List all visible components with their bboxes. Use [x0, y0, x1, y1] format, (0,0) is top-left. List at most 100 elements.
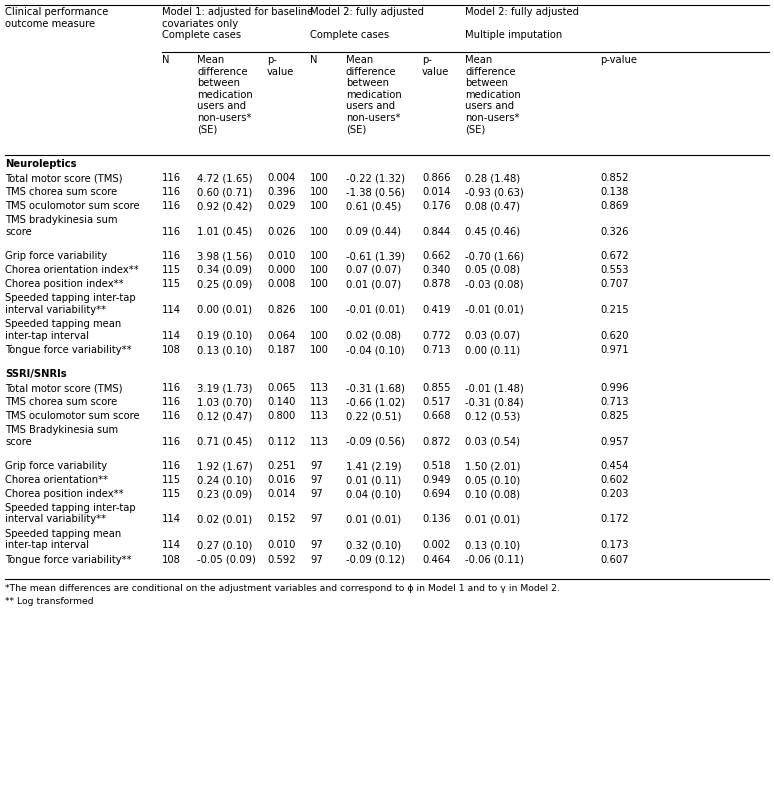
Text: Speeded tapping mean: Speeded tapping mean	[5, 529, 122, 539]
Text: non-users*: non-users*	[197, 113, 252, 122]
Text: 114: 114	[162, 331, 181, 341]
Text: interval variability**: interval variability**	[5, 514, 106, 525]
Text: 0.251: 0.251	[267, 461, 296, 471]
Text: 0.014: 0.014	[267, 489, 296, 499]
Text: 0.19 (0.10): 0.19 (0.10)	[197, 331, 252, 341]
Text: -0.09 (0.56): -0.09 (0.56)	[346, 436, 405, 447]
Text: Mean: Mean	[346, 55, 373, 65]
Text: N: N	[310, 55, 317, 65]
Text: 0.25 (0.09): 0.25 (0.09)	[197, 279, 252, 289]
Text: between: between	[465, 78, 508, 88]
Text: TMS chorea sum score: TMS chorea sum score	[5, 397, 117, 407]
Text: 0.45 (0.46): 0.45 (0.46)	[465, 226, 520, 237]
Text: 0.553: 0.553	[600, 265, 628, 275]
Text: -0.01 (0.01): -0.01 (0.01)	[465, 305, 524, 315]
Text: -0.22 (1.32): -0.22 (1.32)	[346, 173, 405, 183]
Text: users and: users and	[465, 101, 514, 111]
Text: 0.08 (0.47): 0.08 (0.47)	[465, 201, 520, 211]
Text: 0.014: 0.014	[422, 187, 450, 197]
Text: p-: p-	[267, 55, 277, 65]
Text: -0.70 (1.66): -0.70 (1.66)	[465, 251, 524, 261]
Text: Chorea orientation index**: Chorea orientation index**	[5, 265, 139, 275]
Text: -0.05 (0.09): -0.05 (0.09)	[197, 555, 255, 565]
Text: p-: p-	[422, 55, 432, 65]
Text: 0.971: 0.971	[600, 345, 628, 355]
Text: 0.957: 0.957	[600, 436, 628, 447]
Text: 0.869: 0.869	[600, 201, 628, 211]
Text: 0.825: 0.825	[600, 411, 628, 421]
Text: 0.844: 0.844	[422, 226, 450, 237]
Text: medication: medication	[465, 89, 521, 99]
Text: SSRI/SNRIs: SSRI/SNRIs	[5, 369, 67, 379]
Text: 0.662: 0.662	[422, 251, 450, 261]
Text: Model 2: fully adjusted: Model 2: fully adjusted	[465, 7, 579, 17]
Text: medication: medication	[197, 89, 253, 99]
Text: 3.98 (1.56): 3.98 (1.56)	[197, 251, 252, 261]
Text: score: score	[5, 436, 32, 447]
Text: 0.340: 0.340	[422, 265, 450, 275]
Text: ** Log transformed: ** Log transformed	[5, 596, 94, 605]
Text: -0.04 (0.10): -0.04 (0.10)	[346, 345, 405, 355]
Text: 0.772: 0.772	[422, 331, 450, 341]
Text: users and: users and	[346, 101, 395, 111]
Text: 113: 113	[310, 411, 329, 421]
Text: Tongue force variability**: Tongue force variability**	[5, 345, 132, 355]
Text: Grip force variability: Grip force variability	[5, 461, 107, 471]
Text: TMS chorea sum score: TMS chorea sum score	[5, 187, 117, 197]
Text: 100: 100	[310, 265, 329, 275]
Text: 116: 116	[162, 251, 181, 261]
Text: 0.34 (0.09): 0.34 (0.09)	[197, 265, 252, 275]
Text: 0.22 (0.51): 0.22 (0.51)	[346, 411, 402, 421]
Text: 0.607: 0.607	[600, 555, 628, 565]
Text: 0.996: 0.996	[600, 383, 628, 393]
Text: 1.01 (0.45): 1.01 (0.45)	[197, 226, 252, 237]
Text: 0.326: 0.326	[600, 226, 628, 237]
Text: 0.00 (0.11): 0.00 (0.11)	[465, 345, 520, 355]
Text: -0.66 (1.02): -0.66 (1.02)	[346, 397, 405, 407]
Text: 0.672: 0.672	[600, 251, 628, 261]
Text: Chorea position index**: Chorea position index**	[5, 489, 124, 499]
Text: 100: 100	[310, 279, 329, 289]
Text: Speeded tapping inter-tap: Speeded tapping inter-tap	[5, 503, 135, 513]
Text: 0.92 (0.42): 0.92 (0.42)	[197, 201, 252, 211]
Text: 0.00 (0.01): 0.00 (0.01)	[197, 305, 252, 315]
Text: TMS oculomotor sum score: TMS oculomotor sum score	[5, 201, 139, 211]
Text: 0.419: 0.419	[422, 305, 450, 315]
Text: 114: 114	[162, 514, 181, 525]
Text: 0.707: 0.707	[600, 279, 628, 289]
Text: 0.396: 0.396	[267, 187, 296, 197]
Text: 0.01 (0.11): 0.01 (0.11)	[346, 475, 401, 485]
Text: 0.05 (0.10): 0.05 (0.10)	[465, 475, 520, 485]
Text: 108: 108	[162, 345, 181, 355]
Text: 0.713: 0.713	[422, 345, 450, 355]
Text: Multiple imputation: Multiple imputation	[465, 30, 562, 40]
Text: 100: 100	[310, 345, 329, 355]
Text: 0.01 (0.01): 0.01 (0.01)	[465, 514, 520, 525]
Text: Model 1: adjusted for baseline: Model 1: adjusted for baseline	[162, 7, 313, 17]
Text: score: score	[5, 226, 32, 237]
Text: 3.19 (1.73): 3.19 (1.73)	[197, 383, 252, 393]
Text: 115: 115	[162, 489, 181, 499]
Text: 0.949: 0.949	[422, 475, 450, 485]
Text: 0.026: 0.026	[267, 226, 296, 237]
Text: 97: 97	[310, 540, 323, 551]
Text: Model 2: fully adjusted: Model 2: fully adjusted	[310, 7, 424, 17]
Text: 0.13 (0.10): 0.13 (0.10)	[465, 540, 520, 551]
Text: 0.694: 0.694	[422, 489, 450, 499]
Text: 0.32 (0.10): 0.32 (0.10)	[346, 540, 401, 551]
Text: 0.010: 0.010	[267, 540, 296, 551]
Text: difference: difference	[346, 66, 396, 77]
Text: 0.71 (0.45): 0.71 (0.45)	[197, 436, 252, 447]
Text: outcome measure: outcome measure	[5, 18, 95, 28]
Text: covariates only: covariates only	[162, 18, 238, 28]
Text: -0.03 (0.08): -0.03 (0.08)	[465, 279, 523, 289]
Text: -0.01 (1.48): -0.01 (1.48)	[465, 383, 524, 393]
Text: p-value: p-value	[600, 55, 637, 65]
Text: Complete cases: Complete cases	[162, 30, 241, 40]
Text: 116: 116	[162, 397, 181, 407]
Text: TMS Bradykinesia sum: TMS Bradykinesia sum	[5, 425, 118, 435]
Text: 0.064: 0.064	[267, 331, 296, 341]
Text: 116: 116	[162, 461, 181, 471]
Text: 0.518: 0.518	[422, 461, 450, 471]
Text: 100: 100	[310, 331, 329, 341]
